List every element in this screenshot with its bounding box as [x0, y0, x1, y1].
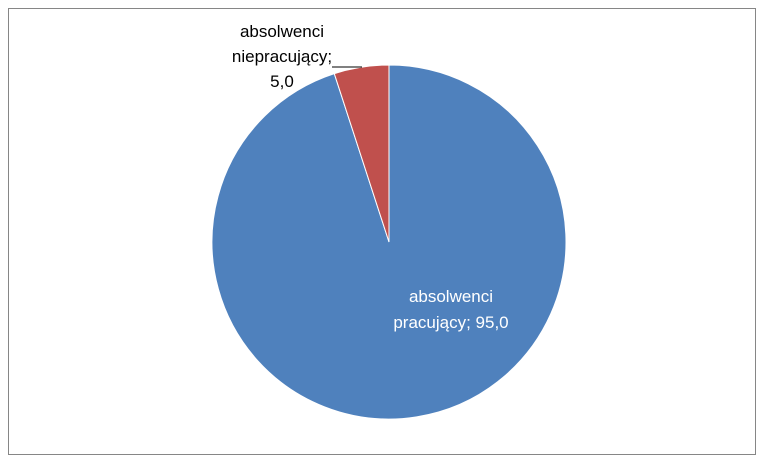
data-label-absolwenci-pracujacy: absolwenci pracujący; 95,0: [393, 287, 508, 332]
data-label-line: pracujący; 95,0: [393, 313, 508, 332]
data-label-line: 5,0: [270, 72, 294, 91]
data-label-absolwenci-niepracujacy: absolwenci niepracujący; 5,0: [232, 22, 332, 91]
data-label-line: absolwenci: [240, 22, 324, 41]
pie-labels: absolwenci pracujący; 95,0 absolwenci niepr…: [232, 22, 509, 332]
pie-slice-absolwenci-pracujacy: [211, 64, 567, 420]
pie-slices: [211, 64, 567, 420]
data-label-line: absolwenci: [409, 287, 493, 306]
data-label-line: niepracujący;: [232, 47, 332, 66]
